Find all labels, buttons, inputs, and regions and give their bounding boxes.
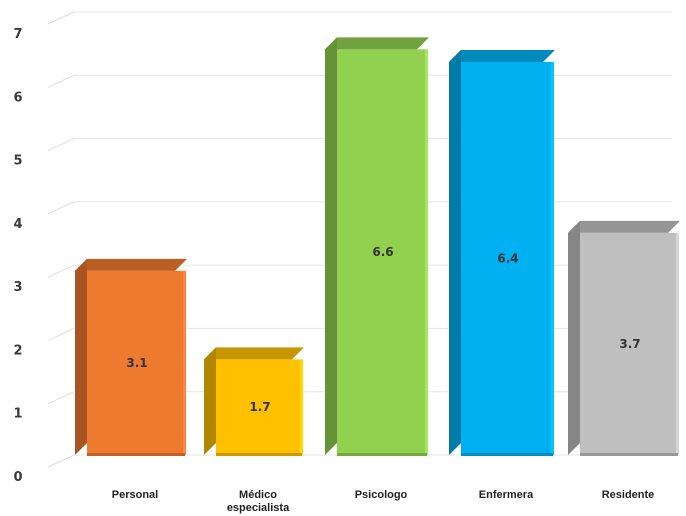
x-tick-label: Enfermera — [479, 489, 534, 501]
bar-top-face — [325, 37, 429, 50]
y-tick-label: 1 — [13, 407, 22, 422]
bars: 3.1 1.7 6.6 6.4 3.7 — [75, 37, 680, 456]
bar-front-face — [580, 232, 678, 455]
gridline-slant — [47, 264, 75, 278]
y-tick-label: 3 — [13, 280, 22, 295]
x-tick-label: Médico especialista — [227, 489, 290, 514]
bar-top-face — [568, 220, 680, 233]
gridline-slant — [47, 391, 75, 405]
data-label: 3.7 — [619, 337, 640, 351]
bar-4: 6.4 — [449, 49, 555, 456]
bar-edge — [300, 359, 303, 455]
gridline-slant — [47, 74, 75, 88]
bar-base — [461, 453, 553, 456]
bar-base — [216, 453, 302, 456]
bar-edge — [425, 49, 428, 456]
bar-base — [337, 453, 427, 456]
x-tick-label: Psicologo — [355, 489, 408, 501]
bar-top-face — [449, 49, 555, 62]
bar-top-face — [75, 258, 187, 271]
bar-side-face — [325, 37, 337, 456]
bar-3: 6.6 — [325, 37, 429, 456]
y-tick-label: 4 — [13, 217, 22, 232]
x-axis: Personal Médico especialista Psicologo Enfer… — [112, 489, 655, 514]
gridline-slant — [47, 11, 75, 25]
bar-2: 1.7 — [204, 347, 304, 456]
data-label: 1.7 — [249, 400, 270, 414]
y-tick-label: 5 — [13, 154, 22, 169]
bar-side-face — [449, 49, 461, 455]
y-tick-label: 0 — [13, 470, 22, 485]
gridline-slant — [47, 327, 75, 341]
bar-front-face — [461, 61, 553, 455]
bar-front-face — [216, 359, 302, 455]
x-tick-label: Personal — [112, 489, 158, 501]
gridline-slant — [47, 138, 75, 152]
bar-base — [87, 453, 185, 456]
bar-side-face — [75, 258, 87, 455]
bar-top-face — [204, 347, 304, 360]
bar-edge — [183, 270, 186, 455]
data-label: 3.1 — [126, 356, 147, 370]
bar-1: 3.1 — [75, 258, 187, 456]
bar-side-face — [204, 347, 216, 455]
bar-edge — [676, 232, 679, 455]
y-tick-label: 2 — [13, 343, 22, 358]
bar-front-face — [87, 270, 185, 455]
bar-base — [580, 453, 678, 456]
gridline-slant — [47, 454, 75, 468]
gridline-slant — [47, 201, 75, 215]
bar-edge — [551, 61, 554, 455]
bar-side-face — [568, 220, 580, 455]
bar-5: 3.7 — [568, 220, 680, 456]
data-label: 6.4 — [497, 251, 518, 265]
bar-front-face — [337, 49, 427, 456]
y-tick-label: 7 — [13, 27, 22, 42]
data-label: 6.6 — [372, 245, 393, 259]
y-axis: 0 1 2 3 4 5 6 7 — [13, 27, 22, 485]
y-tick-label: 6 — [13, 90, 22, 105]
x-tick-label: Residente — [602, 489, 655, 501]
